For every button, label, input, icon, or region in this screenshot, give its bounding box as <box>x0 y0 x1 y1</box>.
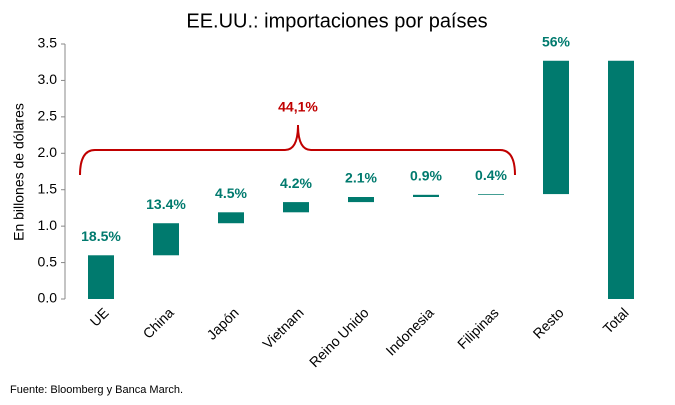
share-label: 13.4% <box>146 196 186 212</box>
x-tick-label: Reino Unido <box>306 304 372 370</box>
bar <box>218 212 244 224</box>
y-tick-label: 1.0 <box>38 217 58 233</box>
x-tick-label: Total <box>600 304 632 336</box>
bar <box>153 223 179 256</box>
y-tick-label: 3.0 <box>38 71 58 87</box>
bar <box>348 197 374 203</box>
x-tick-label: Resto <box>530 304 567 341</box>
y-tick-label: 2.5 <box>38 108 58 124</box>
y-tick-label: 3.5 <box>38 35 58 51</box>
bracket-label: 44,1% <box>278 99 318 115</box>
chart-title: EE.UU.: importaciones por países <box>186 10 487 32</box>
bar <box>478 194 504 195</box>
x-tick-label: Filipinas <box>454 304 502 352</box>
y-axis-title: En billones de dólares <box>11 103 27 241</box>
x-tick-label: Japón <box>203 304 241 342</box>
source-note: Fuente: Bloomberg y Banca March. <box>10 384 183 396</box>
bracket <box>79 124 516 176</box>
x-tick-label: Vietnam <box>259 304 306 351</box>
bar <box>413 194 439 197</box>
share-label: 0.4% <box>475 167 507 183</box>
y-tick-label: 1.5 <box>38 180 58 196</box>
share-label: 2.1% <box>345 170 377 186</box>
bar <box>543 60 569 195</box>
bar <box>608 60 634 299</box>
share-label: 4.2% <box>280 175 312 191</box>
y-tick-label: 0.0 <box>38 290 58 306</box>
x-tick-label: China <box>140 304 177 341</box>
share-label: 4.5% <box>215 185 247 201</box>
bar <box>88 255 114 299</box>
share-label: 18.5% <box>81 228 121 244</box>
share-label: 56% <box>542 33 571 49</box>
y-tick-label: 2.0 <box>38 144 58 160</box>
x-tick-label: Indonesia <box>382 304 436 358</box>
share-label: 0.9% <box>410 168 442 184</box>
y-tick-label: 0.5 <box>38 253 58 269</box>
bar <box>283 202 309 213</box>
x-tick-label: UE <box>87 304 112 329</box>
